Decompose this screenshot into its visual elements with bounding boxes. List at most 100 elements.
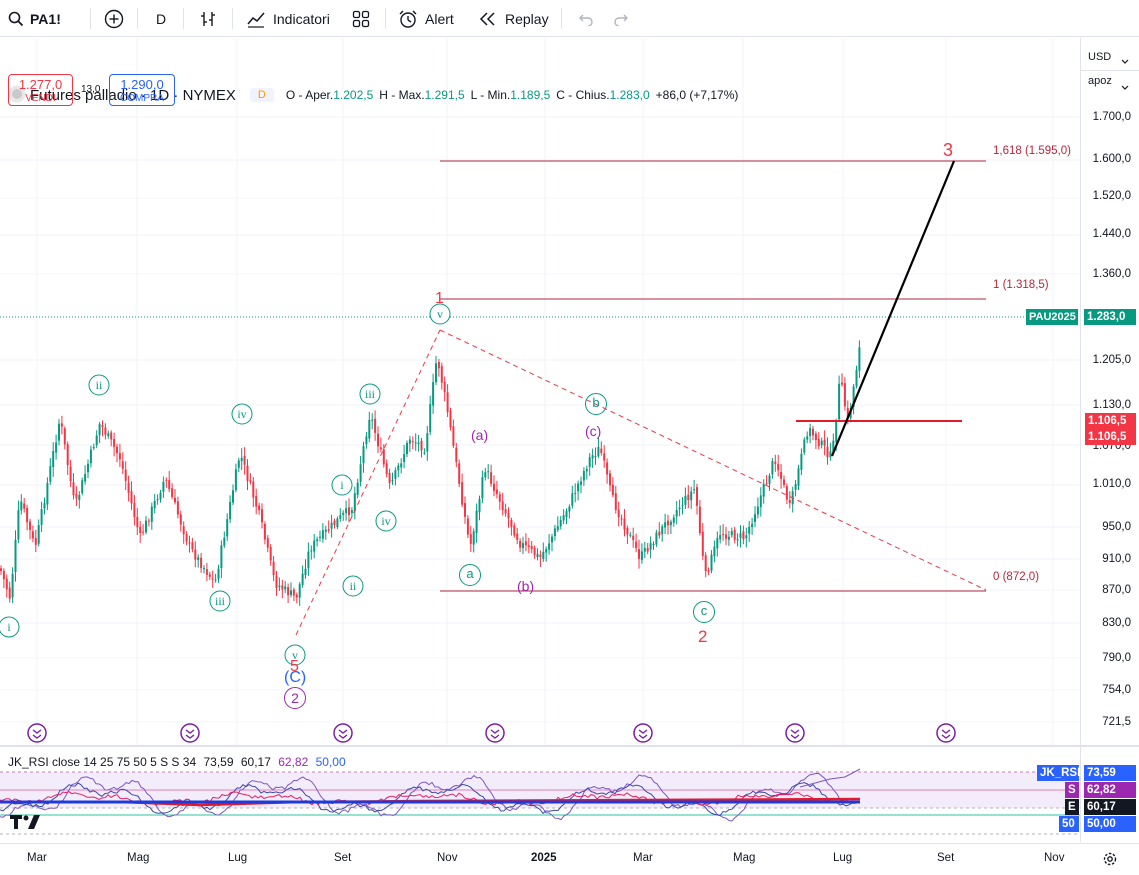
close-value: 1.283,0 <box>609 88 650 102</box>
candle <box>519 538 522 553</box>
wave-label-roman-ii[interactable]: ii <box>88 374 110 396</box>
candle <box>75 486 78 507</box>
wave-label-roman-ii[interactable]: ii <box>342 575 364 597</box>
candle <box>49 458 52 485</box>
candle <box>295 592 298 604</box>
settings-gear-icon[interactable] <box>1102 851 1118 872</box>
candle <box>321 523 324 543</box>
candle <box>55 434 58 460</box>
symbol-search[interactable]: PA1! <box>8 0 61 37</box>
compare-add-button[interactable] <box>104 0 124 37</box>
candle <box>174 489 176 505</box>
candle <box>536 548 539 561</box>
wave-label-roman-v[interactable]: v <box>429 303 451 325</box>
candle <box>214 573 217 583</box>
candle <box>20 494 23 515</box>
delayed-data-badge[interactable]: D <box>249 88 274 102</box>
wave-label-circle-b[interactable]: b <box>585 393 607 415</box>
candle <box>481 470 484 504</box>
scale-mode[interactable]: apoz <box>1088 75 1112 87</box>
price-axis[interactable]: USD apoz 1.700,0 1.600,0 1.520,0 1.440,0… <box>1080 38 1139 745</box>
wave-label-3[interactable]: 3 <box>943 140 954 160</box>
candle <box>188 535 191 553</box>
undo-button[interactable] <box>576 0 594 37</box>
last-price-tag[interactable]: 1.283,0 <box>1084 309 1136 325</box>
wave-trendline-down[interactable] <box>439 329 987 591</box>
wave-label-roman-i[interactable]: i <box>331 474 353 496</box>
wave-label-roman-iii[interactable]: iii <box>359 383 381 405</box>
legend-close: C - Chius.1.283,0 <box>556 88 649 102</box>
wave-label-roman-iii[interactable]: iii <box>209 590 231 612</box>
layouts-button[interactable] <box>352 0 370 37</box>
sell-button[interactable]: 1.277,0 VENDI <box>8 74 73 106</box>
candle <box>40 501 43 532</box>
chevron-down-icon[interactable] <box>1121 78 1129 96</box>
wave-label-5[interactable]: 5 <box>290 658 299 675</box>
redo-button[interactable] <box>613 0 631 37</box>
wave-label-roman-v[interactable]: v <box>284 644 306 666</box>
candle <box>0 565 2 575</box>
candle <box>794 479 797 497</box>
rsi-value-2: 60,17 <box>240 755 271 769</box>
economic-event-icon[interactable] <box>333 723 353 743</box>
wave-label-roman-i[interactable]: i <box>0 616 20 638</box>
candle <box>382 444 385 468</box>
price-tick: 830,0 <box>1102 617 1131 629</box>
level-price-tag[interactable]: 1.106,5 <box>1085 429 1136 445</box>
pane-separator[interactable] <box>0 745 1139 747</box>
economic-event-icon[interactable] <box>633 723 653 743</box>
rsi-axis[interactable]: JK_RSI 73,59 S 62,82 E 60,17 50 50,00 <box>1037 747 1139 842</box>
candle <box>788 491 791 509</box>
svg-text:iv: iv <box>381 514 390 528</box>
economic-event-icon[interactable] <box>936 723 956 743</box>
candle <box>649 536 652 559</box>
economic-event-icon[interactable] <box>485 723 505 743</box>
chevron-down-icon[interactable] <box>1121 52 1129 70</box>
time-axis[interactable]: Mar Mag Lug Set Nov 2025 Mar Mag Lug Set… <box>0 843 1139 875</box>
replay-button[interactable]: Replay <box>479 0 549 37</box>
wave-label-circled-2[interactable]: 2 <box>284 687 306 709</box>
candle <box>675 501 678 525</box>
candle <box>461 473 464 508</box>
wave-label-roman-iv[interactable]: iv <box>231 403 253 425</box>
candle <box>2 568 5 589</box>
candle <box>37 519 40 547</box>
undo-icon <box>576 12 594 26</box>
wave-label-2[interactable]: 2 <box>698 627 708 646</box>
currency-select[interactable]: USD <box>1088 51 1112 63</box>
wave-trendline-up[interactable] <box>295 329 441 636</box>
alert-button[interactable]: Alert <box>398 0 454 37</box>
wave-label-paren-a[interactable]: (a) <box>471 427 489 443</box>
wave-label-big-c[interactable]: (C) <box>284 669 307 686</box>
level-price-tag[interactable]: 1.106,5 <box>1085 413 1136 429</box>
legend-title[interactable]: Futures palladio · 1D · NYMEX <box>30 86 236 104</box>
economic-event-icon[interactable] <box>27 723 47 743</box>
rsi-title[interactable]: JK_RSI close 14 25 75 50 5 S S 34 <box>8 755 197 769</box>
candle <box>533 545 536 559</box>
indicators-button[interactable]: Indicatori <box>246 0 330 37</box>
toolbar-divider <box>183 8 184 29</box>
interval-button[interactable]: D <box>156 0 166 37</box>
economic-event-icon[interactable] <box>785 723 805 743</box>
buy-button[interactable]: 1.290,0 COMPRA <box>109 74 175 106</box>
wave-label-paren-c[interactable]: (c) <box>585 423 602 439</box>
wave-label-roman-iv[interactable]: iv <box>375 510 397 532</box>
wave-label-circle-a[interactable]: a <box>459 564 481 586</box>
wave-label-1[interactable]: 1 <box>435 290 444 307</box>
candle <box>69 459 72 487</box>
svg-text:i: i <box>7 620 11 634</box>
rsi-chart[interactable] <box>0 747 1080 842</box>
wave-label-circle-c[interactable]: c <box>693 601 715 623</box>
candle <box>626 525 629 544</box>
candle <box>556 516 559 533</box>
candle <box>771 458 774 479</box>
candle <box>745 527 748 548</box>
tradingview-logo-icon[interactable] <box>10 813 42 836</box>
chart-type-button[interactable] <box>198 0 218 37</box>
main-chart-pane[interactable]: i ii iii iv v i ii iii iv v Futures palladio · 1D… <box>0 38 1080 745</box>
wave-3-projection-line[interactable] <box>830 160 956 457</box>
rsi-pane[interactable]: JK_RSI close 14 25 75 50 5 S S 34 73,59 … <box>0 747 1080 842</box>
economic-event-icon[interactable] <box>180 723 200 743</box>
wave-label-paren-b[interactable]: (b) <box>517 578 535 594</box>
